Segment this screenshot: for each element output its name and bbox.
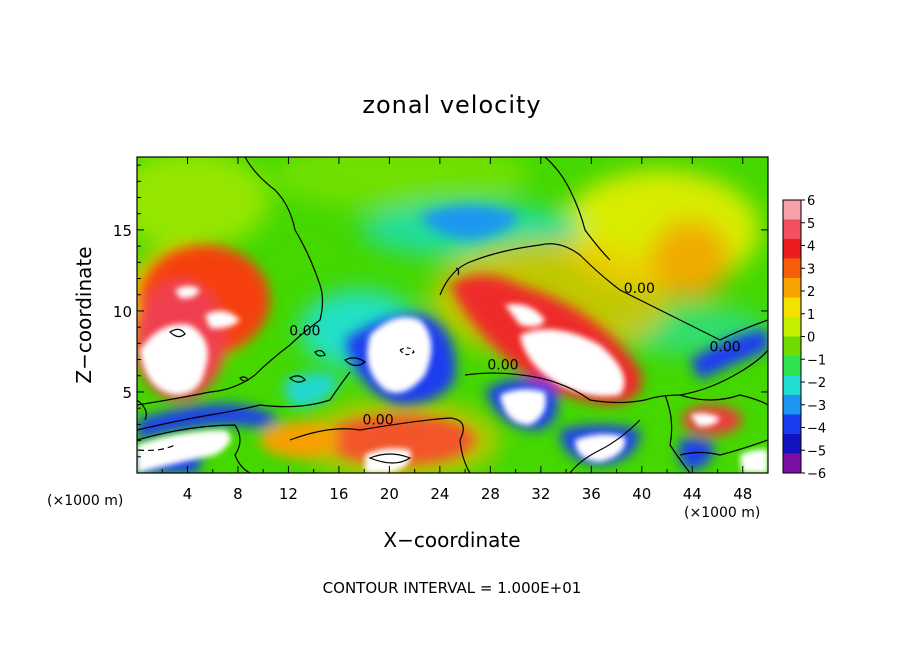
colorbar-tick-label: −3 <box>807 399 826 414</box>
colorbar-tick-label: −1 <box>807 353 826 368</box>
colorbar-segment <box>783 278 801 298</box>
y-tick-label: 15 <box>113 222 132 240</box>
colorbar-tick-label: −6 <box>807 467 826 482</box>
heatmap-field <box>137 157 768 473</box>
colorbar-segment <box>783 297 801 318</box>
colorbar-tick-label: −2 <box>807 376 826 391</box>
colorbar-segment <box>783 453 801 474</box>
x-tick-label: 24 <box>430 485 449 503</box>
y-axis: 5 10 15 <box>113 164 768 458</box>
colorbar-tick-label: −4 <box>807 422 826 437</box>
colorbar-segment <box>783 375 801 396</box>
plot-frame <box>136 156 769 474</box>
x-tick-label: 16 <box>329 485 348 503</box>
x-tick-label: 28 <box>481 485 500 503</box>
x-tick-label: 36 <box>582 485 601 503</box>
x-tick-label: 4 <box>183 485 193 503</box>
colorbar-tick-label: 6 <box>807 194 815 209</box>
colorbar-tick-label: 3 <box>807 262 815 277</box>
colorbar-segment <box>783 356 801 376</box>
x-axis: 4 8 12 16 20 24 28 32 36 40 44 48 <box>161 157 752 503</box>
colorbar-tick-label: 1 <box>807 308 815 323</box>
contour-label: 0.00 <box>362 412 393 428</box>
x-axis-unit-label-right: (×1000 m) <box>684 505 760 521</box>
colorbar-segment <box>783 219 801 240</box>
colorbar-segment <box>783 239 801 259</box>
colorbar-segment <box>783 414 801 435</box>
x-tick-label: 32 <box>531 485 550 503</box>
contour-labels: 0.00 0.00 0.00 0.00 0.00 <box>289 281 740 428</box>
contour-label: 0.00 <box>710 339 741 355</box>
x-tick-label: 40 <box>632 485 651 503</box>
colorbar-segment <box>783 395 801 415</box>
contour-label: 0.00 <box>624 281 655 297</box>
y-axis-label: Z−coordinate <box>72 246 96 383</box>
x-axis-label: X−coordinate <box>383 528 520 552</box>
x-tick-label: 44 <box>683 485 702 503</box>
colorbar-segment <box>783 336 801 357</box>
colorbar-segment <box>783 434 801 454</box>
contour-interval-footer: CONTOUR INTERVAL = 1.000E+01 <box>323 579 582 597</box>
colorbar-segment <box>783 258 801 279</box>
colorbar-tick-label: 5 <box>807 217 815 232</box>
colorbar-tick-label: −5 <box>807 444 826 459</box>
colorbar-tick-label: 0 <box>807 331 815 346</box>
colorbar-tick-label: 2 <box>807 285 815 300</box>
chart-title: zonal velocity <box>362 91 541 119</box>
colorbar-segment <box>783 317 801 337</box>
contour-label: 0.00 <box>289 323 320 339</box>
x-tick-label: 8 <box>233 485 243 503</box>
x-tick-label: 48 <box>733 485 752 503</box>
x-tick-label: 20 <box>380 485 399 503</box>
colorbar-tick-label: 4 <box>807 240 815 255</box>
colorbar-segment <box>783 200 801 220</box>
y-tick-label: 10 <box>113 303 132 321</box>
y-tick-label: 5 <box>122 384 132 402</box>
contour-lines <box>137 157 768 473</box>
contour-label: 0.00 <box>487 357 518 373</box>
x-axis-unit-label-left: (×1000 m) <box>47 493 123 509</box>
colorbar: 6 5 4 3 2 1 0 −1 −2 −3 −4 −5 −6 <box>782 194 826 482</box>
x-tick-label: 12 <box>279 485 298 503</box>
